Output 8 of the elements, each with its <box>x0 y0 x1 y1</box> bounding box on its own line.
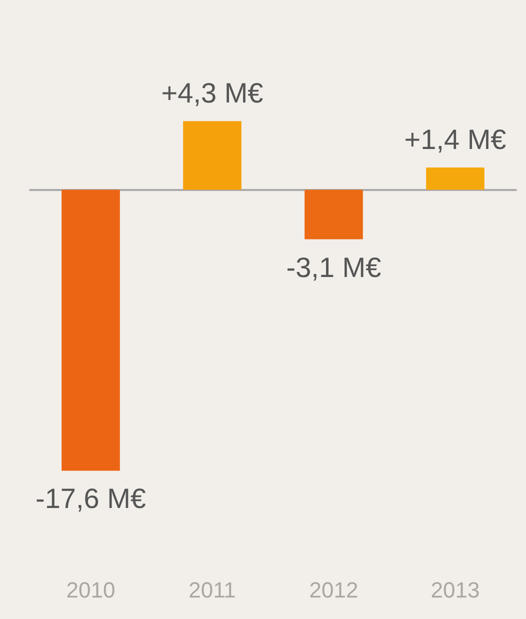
data-label: -3,1 M€ <box>286 252 382 283</box>
x-tick-label: 2011 <box>188 578 236 602</box>
x-tick-label: 2013 <box>430 578 480 602</box>
data-label: +1,4 M€ <box>404 124 507 155</box>
x-tick-label: 2012 <box>309 578 358 602</box>
data-label: -17,6 M€ <box>36 483 146 514</box>
data-label: +4,3 M€ <box>161 78 264 109</box>
x-tick-label: 2010 <box>66 578 116 602</box>
